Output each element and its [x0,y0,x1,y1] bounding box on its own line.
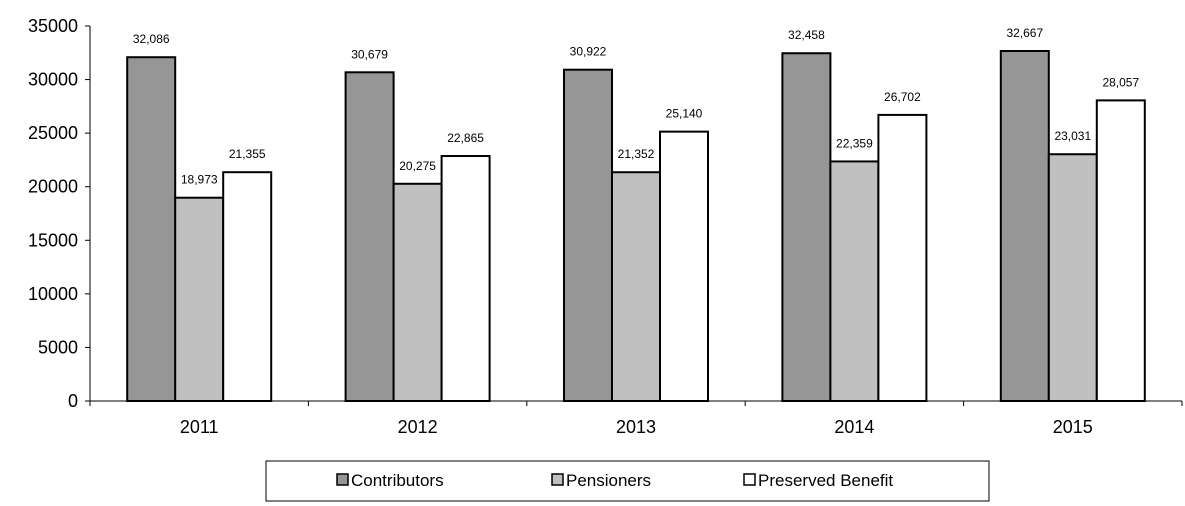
data-label: 22,359 [836,136,873,150]
data-labels: 32,086 18,973 21,355 30,679 20,275 22,865 30,9… [133,26,1140,187]
data-label: 28,057 [1102,75,1139,89]
data-label: 26,702 [884,90,921,104]
y-tick-label: 20000 [28,177,78,197]
data-label: 21,355 [229,147,266,161]
bar-pensioners [1047,153,1098,402]
data-label: 21,352 [618,147,655,161]
y-tick-label: 15000 [28,230,78,250]
legend-label: Preserved Benefit [758,471,893,490]
legend-label: Pensioners [566,471,651,490]
bar-contributors [563,68,613,402]
bar-preserved-benefit [877,113,928,403]
data-label: 23,031 [1054,129,1091,143]
y-tick-label: 10000 [28,284,78,304]
data-label: 18,973 [181,173,218,187]
bar-pensioners [392,182,443,402]
y-tick-label: 0 [68,391,78,411]
data-label: 22,865 [447,131,484,145]
data-label: 20,275 [399,159,436,173]
y-tick-label: 5000 [38,337,78,357]
bar-pensioners [829,160,880,402]
bar-preserved-benefit [659,130,709,402]
data-label: 32,458 [788,28,825,42]
data-label: 25,140 [666,107,703,121]
axes: 0 5000 10000 15000 20000 25000 30000 35000 2011 2… [28,16,1183,437]
x-tick-label: 2014 [834,417,874,437]
data-label: 30,679 [351,47,388,61]
legend-swatch [743,473,756,486]
y-tick-label: 30000 [28,70,78,90]
bar-pensioners [611,171,661,402]
bar-preserved-benefit [222,171,273,402]
y-tick-label: 25000 [28,123,78,143]
bar-preserved-benefit [440,155,491,402]
legend-swatch [336,473,349,486]
data-label: 32,086 [133,32,170,46]
bar-pensioners [174,196,225,402]
x-tick-label: 2012 [398,417,438,437]
bar-contributors [126,56,177,402]
y-tick-label: 35000 [28,16,78,36]
x-tick-label: 2015 [1053,417,1093,437]
data-label: 30,922 [570,45,607,59]
bar-contributors [344,71,395,403]
x-tick-label: 2011 [180,417,219,437]
legend-label: Contributors [351,471,444,490]
x-tick-label: 2013 [616,417,656,437]
legend-swatch [551,473,564,486]
legend-box [265,460,990,502]
bar-contributors [781,52,832,402]
bars [126,49,1146,403]
bar-contributors [999,49,1050,402]
data-label: 32,667 [1006,26,1043,40]
bar-preserved-benefit [1095,99,1146,402]
legend: Contributors Pensioners Preserved Benefit [265,460,990,502]
